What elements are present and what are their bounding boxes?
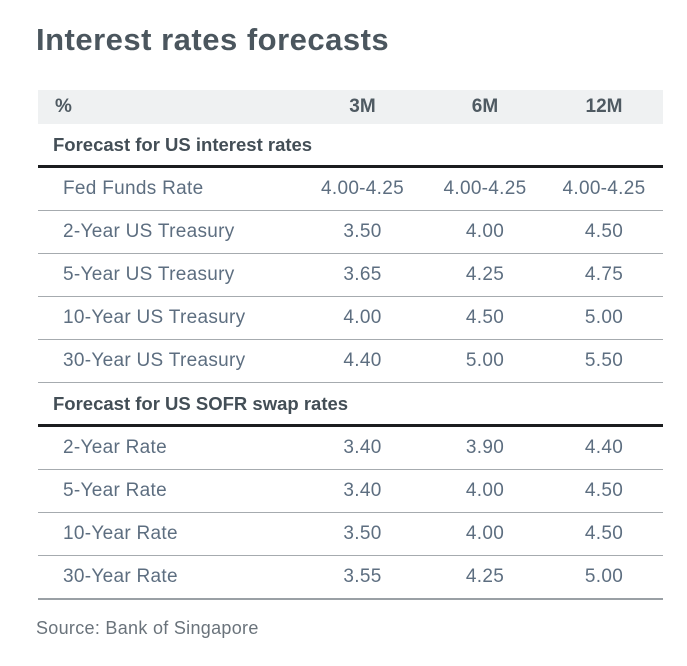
column-header-3m: 3M (349, 96, 376, 117)
rates-table: % 3M 6M 12M Forecast for US interest rat… (38, 90, 663, 600)
table-row: 5-Year US Treasury 3.65 4.25 4.75 (38, 254, 663, 297)
rate-value: 3.50 (343, 221, 382, 242)
row-label: 10-Year Rate (63, 523, 178, 544)
rate-value: 3.90 (465, 437, 505, 458)
row-label: 2-Year Rate (63, 437, 167, 458)
table-row: 30-Year US Treasury 4.40 5.00 5.50 (38, 340, 663, 383)
rate-value: 4.40 (584, 437, 624, 458)
row-label: 10-Year US Treasury (63, 307, 246, 328)
row-label: 30-Year US Treasury (63, 350, 246, 371)
table-row: 10-Year Rate 3.50 4.00 4.50 (38, 513, 663, 556)
rate-value: 4.25 (465, 264, 505, 285)
rate-value: 4.00-4.25 (321, 178, 404, 199)
rate-value: 5.00 (465, 350, 505, 371)
row-label: Fed Funds Rate (63, 178, 204, 199)
rates-table-body: Forecast for US interest rates Fed Funds … (38, 124, 663, 600)
table-row: 2-Year Rate 3.40 3.90 4.40 (38, 427, 663, 470)
rate-value: 4.40 (343, 350, 382, 371)
rate-value: 3.55 (343, 566, 382, 587)
column-header-6m: 6M (471, 96, 499, 117)
table-row: Fed Funds Rate 4.00-4.25 4.00-4.25 4.00-4.2… (38, 168, 663, 211)
rate-value: 4.00 (465, 221, 505, 242)
table-row: 30-Year Rate 3.55 4.25 5.00 (38, 556, 663, 600)
table-row: 10-Year US Treasury 4.00 4.50 5.00 (38, 297, 663, 340)
rate-value: 4.50 (584, 221, 624, 242)
rate-value: 4.50 (584, 523, 624, 544)
rate-value: 5.00 (584, 307, 624, 328)
row-label: 30-Year Rate (63, 566, 178, 587)
table-column-header-row: % 3M 6M 12M (38, 90, 663, 124)
source-note: Source: Bank of Singapore (36, 618, 259, 638)
row-label: 5-Year Rate (63, 480, 167, 501)
rate-value: 4.75 (584, 264, 624, 285)
row-label: 2-Year US Treasury (63, 221, 235, 242)
section-header: Forecast for US interest rates (38, 124, 663, 168)
rate-value: 4.00-4.25 (562, 178, 646, 199)
rate-value: 4.00 (343, 307, 382, 328)
rate-value: 3.50 (343, 523, 382, 544)
table-row: 2-Year US Treasury 3.50 4.00 4.50 (38, 211, 663, 254)
rate-value: 4.00-4.25 (443, 178, 527, 199)
rate-value: 4.00 (465, 480, 505, 501)
rate-value: 4.00 (465, 523, 505, 544)
column-header-percent: % (55, 96, 72, 117)
page-title: Interest rates forecasts (36, 22, 390, 57)
rate-value: 4.25 (465, 566, 505, 587)
rate-value: 3.40 (343, 480, 382, 501)
column-header-12m: 12M (585, 96, 623, 117)
rate-value: 5.50 (584, 350, 624, 371)
section-header: Forecast for US SOFR swap rates (38, 383, 663, 427)
rate-value: 4.50 (584, 480, 624, 501)
row-label: 5-Year US Treasury (63, 264, 235, 285)
rate-value: 5.00 (584, 566, 624, 587)
table-row: 5-Year Rate 3.40 4.00 4.50 (38, 470, 663, 513)
rate-value: 3.65 (343, 264, 382, 285)
rate-value: 4.50 (465, 307, 505, 328)
rate-value: 3.40 (343, 437, 382, 458)
